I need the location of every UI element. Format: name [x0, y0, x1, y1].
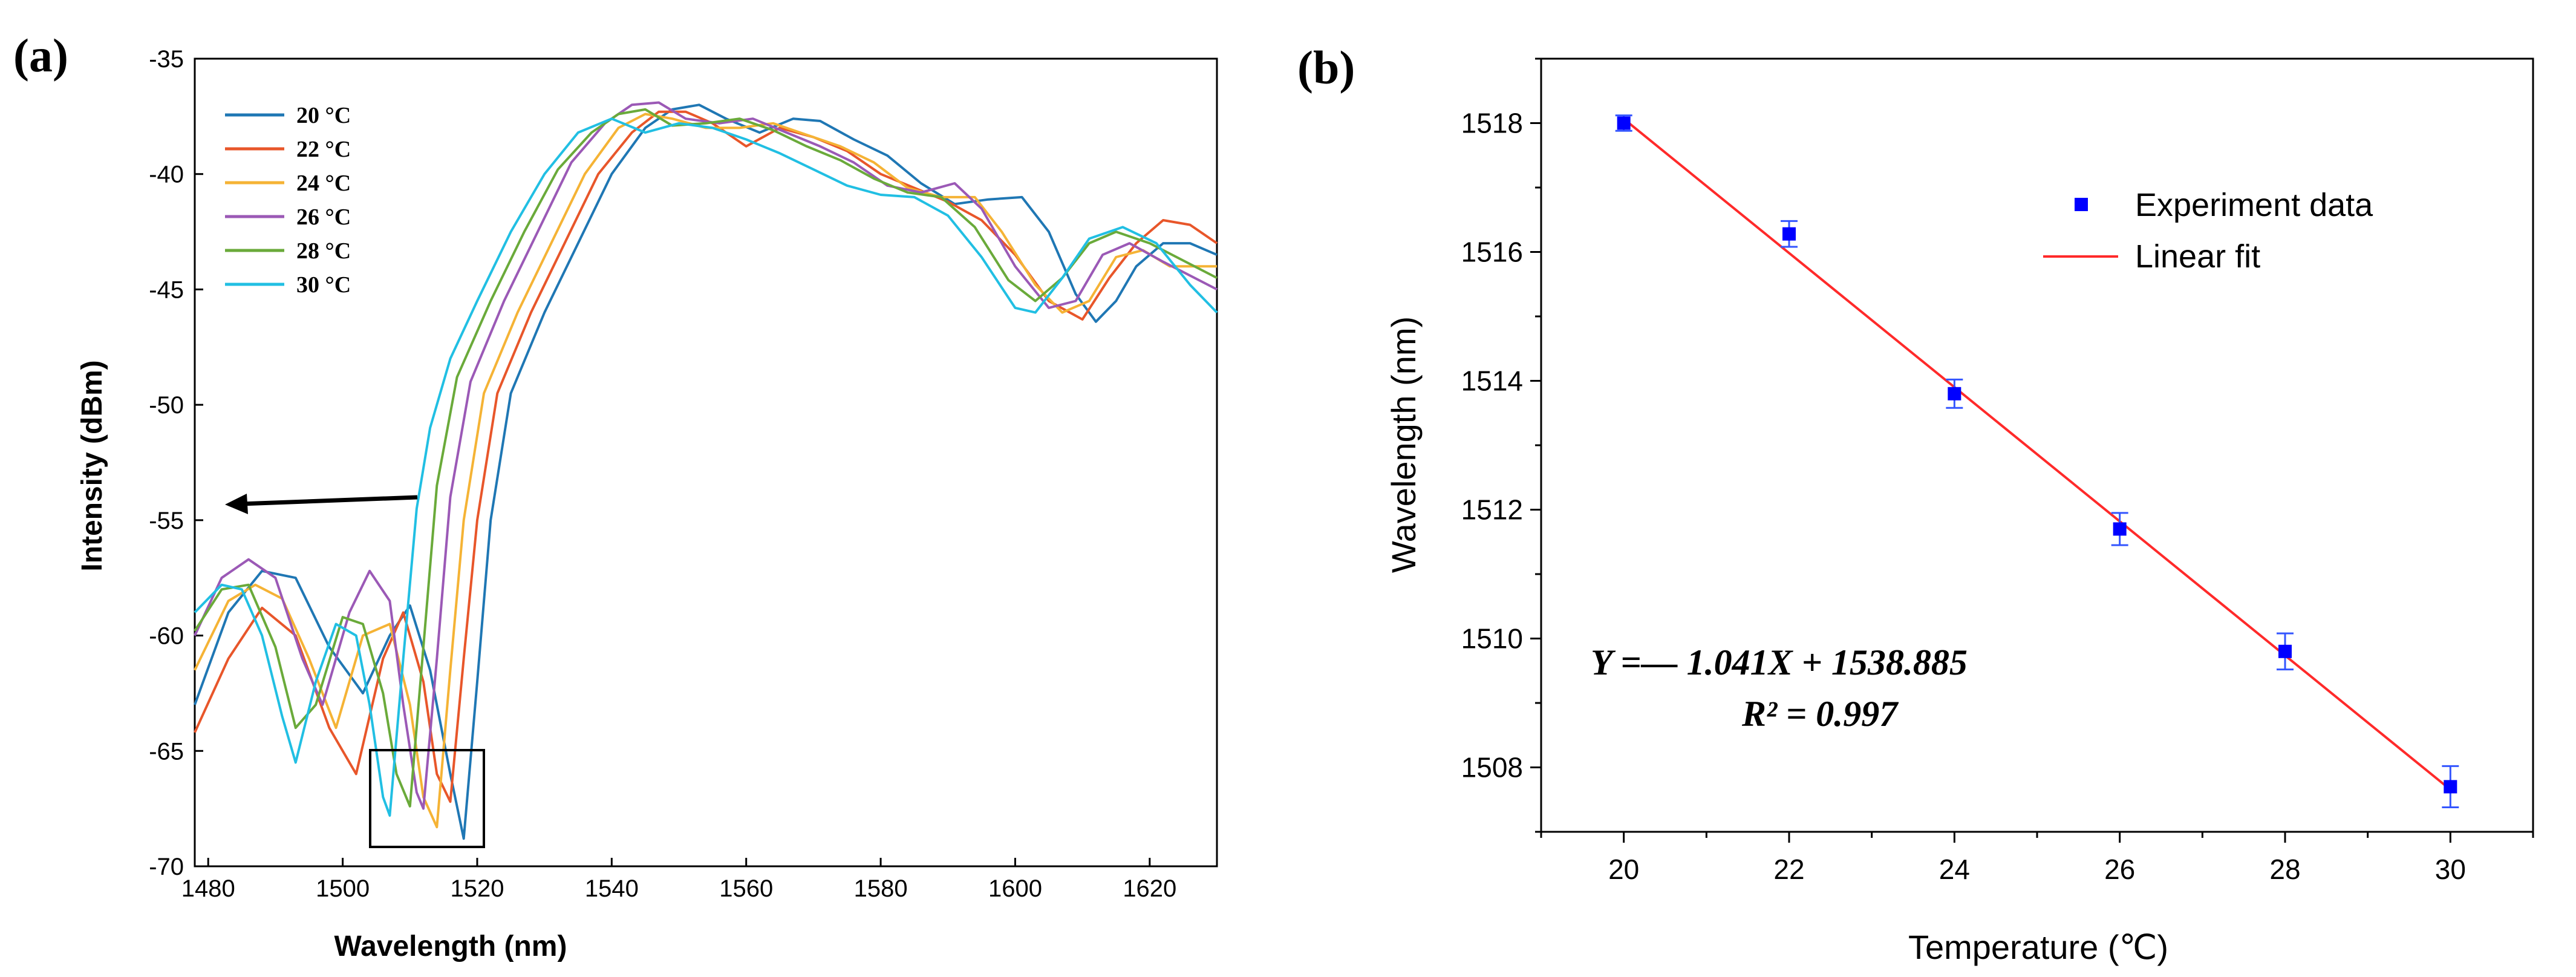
a-x-tick-label: 1560 [719, 875, 773, 902]
a-x-tick-label: 1480 [181, 875, 235, 902]
b-x-tick-label: 22 [1773, 854, 1804, 885]
panel-a-y-label: Intensity (dBm) [76, 360, 108, 571]
legend-label-26c: 26 °C [296, 204, 351, 230]
legend-label-28c: 28 °C [296, 238, 351, 264]
a-x-tick-label: 1540 [585, 875, 639, 902]
a-y-tick-label: -65 [149, 738, 184, 765]
panel-b-y-label: Wavelength (nm) [1384, 316, 1423, 573]
panel-a-x-label: Wavelength (nm) [334, 930, 567, 962]
panel-b-points [1615, 114, 2459, 809]
b-y-tick-label: 1514 [1461, 365, 1523, 397]
b-x-tick-label: 26 [2104, 854, 2135, 885]
a-y-tick-label: -50 [149, 392, 184, 419]
panel-b-fit [1623, 118, 2451, 791]
b-y-tick-label: 1508 [1461, 752, 1523, 783]
series-line-30c [194, 117, 1218, 817]
panel-b-x-ticks: 20 22 24 26 28 30 [1540, 832, 2534, 885]
legend-fit-label: Linear fit [2135, 238, 2260, 275]
b-y-tick-label: 1512 [1461, 494, 1523, 526]
a-x-tick-label: 1500 [316, 875, 370, 902]
a-x-tick-label: 1520 [450, 875, 504, 902]
data-point [2278, 644, 2292, 658]
a-y-tick-label: -40 [149, 162, 184, 188]
panel-b-y-ticks: 1508 1510 1512 1514 1516 1518 [1461, 57, 1541, 833]
a-y-tick-label: -70 [149, 854, 184, 880]
panel-a-y-ticks: -35 -40 -45 -50 -55 -60 -65 -70 [149, 46, 203, 880]
panel-b-chart: 1508 1510 1512 1514 1516 1518 20 22 24 26 28 30 Ex… [1384, 57, 2534, 966]
b-x-tick-label: 20 [1608, 854, 1639, 885]
panel-a-legend: 20 °C 22 °C 24 °C 26 °C 28 °C 30 °C [225, 103, 351, 298]
panel-b-x-label: Temperature (℃) [1908, 928, 2168, 966]
panel-a-x-ticks: 1480 1500 1520 1540 1560 1580 1600 1620 [181, 858, 1176, 902]
panel-a-series [194, 101, 1218, 840]
legend-label-30c: 30 °C [296, 272, 351, 298]
series-line-28c [194, 108, 1218, 808]
panel-b-plot-frame [1540, 57, 2534, 833]
b-x-tick-label: 28 [2269, 854, 2300, 885]
a-x-tick-label: 1620 [1123, 875, 1176, 902]
data-point [1782, 227, 1796, 241]
a-y-tick-label: -35 [149, 46, 184, 73]
data-point [1617, 116, 1631, 130]
shift-arrow [225, 494, 418, 514]
b-x-tick-label: 30 [2435, 854, 2466, 885]
b-x-tick-label: 24 [1939, 854, 1970, 885]
dip-highlight-box [369, 749, 485, 848]
a-y-tick-label: -60 [149, 623, 184, 650]
a-y-tick-label: -55 [149, 508, 184, 534]
legend-label-22c: 22 °C [296, 137, 351, 162]
legend-experiment-label: Experiment data [2135, 187, 2373, 223]
legend-label-20c: 20 °C [296, 103, 351, 128]
b-y-tick-label: 1516 [1461, 237, 1523, 268]
data-point [2444, 780, 2457, 794]
data-point [1948, 387, 1961, 400]
r-squared: R² = 0.997 [1741, 694, 1899, 734]
panel-a-label: (a) [13, 29, 68, 82]
legend-label-24c: 24 °C [296, 171, 351, 196]
a-x-tick-label: 1580 [854, 875, 908, 902]
panel-a-chart: -35 -40 -45 -50 -55 -60 -65 -70 1480 1500 1520 154… [76, 46, 1218, 962]
fit-equation: Y =— 1.041X + 1538.885 [1591, 642, 1968, 682]
series-line-22c [194, 110, 1218, 803]
b-y-tick-label: 1518 [1461, 108, 1523, 139]
data-point [2113, 522, 2127, 536]
b-y-tick-label: 1510 [1461, 623, 1523, 655]
series-line-24c [194, 113, 1217, 829]
panel-a-plot-frame [194, 57, 1218, 868]
panel-b-legend: Experiment data Linear fit [2043, 187, 2373, 275]
a-x-tick-label: 1600 [988, 875, 1042, 902]
linear-fit-line [1623, 118, 2451, 791]
legend-marker-experiment [2075, 198, 2088, 211]
panel-b-label: (b) [1297, 41, 1355, 94]
a-y-tick-label: -45 [149, 276, 184, 303]
